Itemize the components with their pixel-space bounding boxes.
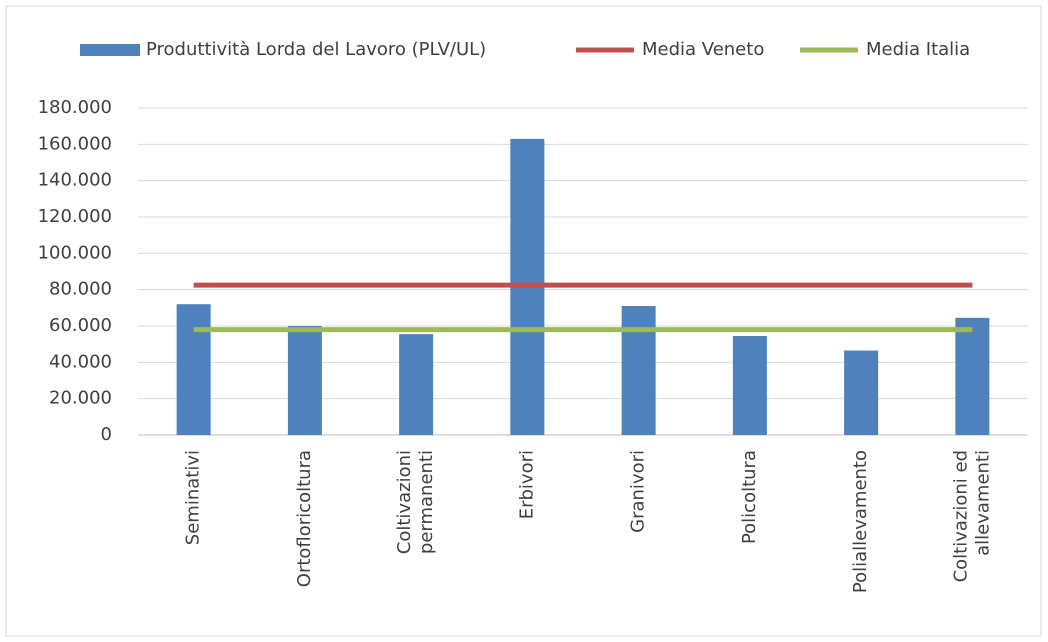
y-tick-label: 80.000 [49, 279, 112, 300]
legend-label: Media Veneto [642, 39, 764, 60]
y-tick-label: 140.000 [38, 170, 112, 191]
x-tick-label: Seminativi [183, 450, 204, 545]
bar [176, 304, 211, 435]
x-tick-label: Poliallevamento [850, 450, 871, 593]
y-tick-label: 20.000 [49, 388, 112, 409]
x-tick-label: Policoltura [739, 450, 760, 544]
bar [844, 350, 879, 435]
legend-swatch [80, 44, 140, 56]
y-tick-label: 100.000 [38, 242, 112, 263]
bar [287, 326, 322, 435]
bar [955, 317, 990, 435]
y-tick-label: 60.000 [49, 315, 112, 336]
x-tick-label: Erbivori [516, 450, 537, 519]
bar [732, 335, 767, 435]
y-tick-label: 0 [101, 424, 112, 445]
y-tick-label: 40.000 [49, 351, 112, 372]
x-tick-label: Granivori [628, 450, 649, 533]
y-tick-label: 160.000 [38, 133, 112, 154]
x-tick-label: Coltivazioni edallevamenti [950, 450, 993, 582]
x-tick-label: Coltivazionipermanenti [394, 450, 437, 554]
x-tick-label: Ortofloricoltura [294, 450, 315, 587]
y-tick-label: 180.000 [38, 97, 112, 118]
legend-label: Produttività Lorda del Lavoro (PLV/UL) [146, 39, 486, 60]
bar [621, 306, 656, 435]
legend-label: Media Italia [866, 39, 970, 60]
bar [399, 334, 434, 435]
y-tick-label: 120.000 [38, 206, 112, 227]
